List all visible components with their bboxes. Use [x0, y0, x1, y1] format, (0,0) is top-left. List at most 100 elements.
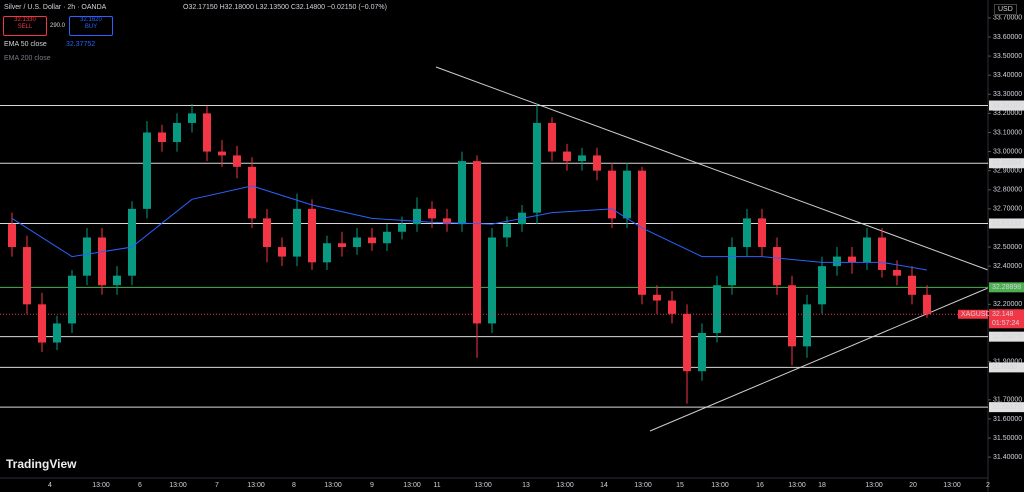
y-tick-label: 32.90000: [993, 168, 1022, 175]
candle-body: [563, 151, 571, 162]
candle-body: [653, 294, 661, 301]
candle-body: [368, 237, 376, 244]
candle-body: [668, 300, 676, 314]
x-tick-label: 13:00: [943, 482, 961, 489]
x-tick-label: 18: [818, 482, 826, 489]
candle-body: [8, 224, 16, 248]
candle-body: [578, 155, 586, 162]
x-tick-label: 13:00: [92, 482, 110, 489]
candle-body: [203, 113, 211, 152]
candle-body: [908, 275, 916, 295]
ema-line: [11, 185, 928, 271]
candle-body: [383, 231, 391, 244]
candle-body: [308, 208, 316, 263]
level-line-box: [989, 158, 1024, 169]
sell-price: 32.1330: [14, 17, 36, 23]
candle-body: [248, 166, 256, 219]
candle-body: [53, 323, 61, 343]
candle-body: [398, 224, 406, 232]
candle-body: [833, 256, 841, 267]
sell-button[interactable]: 32.1330 SELL: [3, 16, 47, 36]
current-box: [989, 309, 1024, 329]
candle-body: [878, 237, 886, 270]
x-tick-label: 13:00: [403, 482, 421, 489]
candle-body: [683, 313, 691, 372]
level-line-label: 31.66172: [992, 404, 1021, 411]
level-line-label: 32.03073: [992, 334, 1021, 341]
watermark: TradingView: [6, 457, 77, 471]
level-line-label: 32.62339: [992, 220, 1021, 227]
candle-body: [863, 237, 871, 263]
candle-body: [458, 161, 466, 225]
candle-body: [38, 304, 46, 343]
x-tick-label: 20: [909, 482, 917, 489]
candle-body: [758, 218, 766, 248]
level-line-box: [989, 331, 1024, 342]
candle-body: [188, 113, 196, 123]
y-tick-label: 32.50000: [993, 244, 1022, 251]
candle-body: [623, 170, 631, 219]
y-tick-label: 33.70000: [993, 15, 1022, 22]
candle-body: [233, 155, 241, 167]
y-tick-label: 33.20000: [993, 110, 1022, 117]
y-tick-label: 32.80000: [993, 187, 1022, 194]
trendline: [435, 66, 989, 271]
candle-body: [98, 237, 106, 286]
candle-body: [698, 332, 706, 372]
x-tick-label: 9: [370, 482, 374, 489]
candle-body: [533, 122, 541, 213]
ema50-label: EMA 50 close: [4, 41, 47, 48]
y-tick-label: 33.60000: [993, 34, 1022, 41]
x-tick-label: 14: [600, 482, 608, 489]
candle-body: [743, 218, 751, 248]
level-line-box: [989, 402, 1024, 413]
candle-body: [113, 275, 121, 286]
candle-body: [548, 122, 556, 152]
spread: 290.0: [50, 23, 66, 29]
level-line-label: 33.24107: [992, 102, 1021, 109]
x-tick-label: 16: [756, 482, 764, 489]
ema50-value: 32.37752: [66, 41, 96, 48]
y-tick-label: 32.70000: [993, 206, 1022, 213]
x-tick-label: 2: [986, 482, 990, 489]
candle-body: [413, 208, 421, 225]
symbol-box: [958, 309, 988, 319]
candle-body: [503, 224, 511, 238]
candle-body: [143, 132, 151, 209]
buy-button[interactable]: 32.1620 BUY: [69, 16, 113, 36]
candle-body: [23, 247, 31, 305]
x-tick-label: 11: [433, 482, 440, 489]
countdown: 01:57:24: [992, 320, 1019, 327]
candle-body: [278, 247, 286, 257]
level-line-label: 31.8698: [992, 364, 1017, 371]
candle-body: [443, 218, 451, 225]
candle-body: [638, 170, 646, 295]
sell-label: SELL: [17, 24, 33, 30]
x-tick-label: 13:00: [169, 482, 187, 489]
candle-body: [218, 151, 226, 156]
y-tick-label: 31.50000: [993, 435, 1022, 442]
currency[interactable]: USD: [994, 4, 1017, 15]
x-tick-label: 7: [215, 482, 219, 489]
candle-body: [788, 285, 796, 347]
y-tick-label: 31.60000: [993, 416, 1022, 423]
candle-body: [323, 243, 331, 263]
y-tick-label: 31.70000: [993, 397, 1022, 404]
candle-body: [353, 237, 361, 248]
candle-body: [158, 132, 166, 143]
candle-body: [593, 155, 601, 171]
candle-body: [338, 243, 346, 248]
candle-body: [263, 218, 271, 248]
candle-body: [428, 208, 436, 219]
candle-body: [893, 269, 901, 276]
candle-body: [68, 275, 76, 324]
x-tick-label: 13:00: [556, 482, 574, 489]
x-tick-label: 13:00: [865, 482, 883, 489]
level-line-box: [989, 218, 1024, 229]
candle-body: [473, 161, 481, 324]
x-tick-label: 13:00: [324, 482, 342, 489]
x-tick-label: 13: [522, 482, 530, 489]
candle-body: [848, 256, 856, 263]
